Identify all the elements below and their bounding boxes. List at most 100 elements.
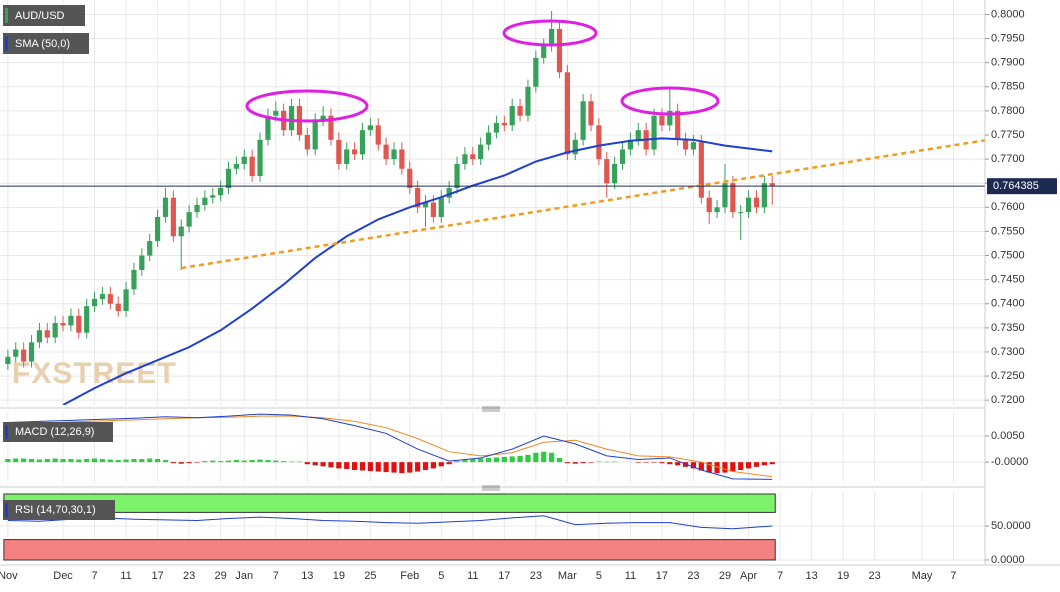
candle-body [422, 202, 429, 208]
candle-body [430, 202, 436, 217]
x-tick-label: Dec [53, 570, 73, 582]
histogram-bar [517, 455, 523, 463]
grid-layer [0, 0, 985, 561]
candle-body [155, 216, 161, 242]
candle-body [202, 197, 208, 205]
y-tick-label: 0.7900 [991, 57, 1025, 69]
candle-body [588, 101, 594, 126]
histogram-bar [139, 459, 145, 463]
x-tick-label: 17 [498, 570, 510, 582]
candle-body [746, 197, 752, 213]
histogram-bar [123, 459, 129, 463]
histogram-bar [186, 462, 192, 464]
histogram-bar [588, 462, 594, 463]
candle-body [738, 212, 744, 214]
histogram-bar [746, 462, 752, 469]
histogram-bar [509, 456, 515, 463]
histogram-bar [76, 459, 82, 463]
histogram-bar [131, 459, 137, 463]
resize-handle[interactable] [482, 485, 500, 491]
histogram-bar [52, 458, 58, 463]
x-tick-label: 19 [837, 570, 849, 582]
histogram-bar [233, 460, 239, 463]
histogram-bar [281, 461, 287, 463]
histogram-bar [643, 462, 649, 463]
legend-box[interactable] [3, 422, 113, 442]
x-tick-label: 29 [215, 570, 227, 582]
histogram-bar [202, 461, 208, 463]
histogram-bar [462, 460, 468, 463]
histogram-bar [170, 462, 176, 464]
candle-body [509, 106, 515, 126]
legend-swatch [5, 425, 8, 439]
candle-body [659, 115, 665, 126]
candle-body [761, 183, 767, 208]
x-tick-label: 5 [438, 570, 444, 582]
histogram-bar [454, 461, 460, 463]
histogram-bar [415, 462, 421, 472]
x-tick-label: Apr [740, 570, 757, 582]
histogram-bar [375, 462, 381, 472]
histogram-bar [210, 460, 216, 463]
candle-body [525, 86, 531, 116]
histogram-bar [115, 460, 121, 463]
candle-body [147, 241, 153, 256]
histogram-bar [596, 461, 602, 463]
candle-body [627, 139, 633, 150]
histogram-bar [91, 458, 98, 463]
histogram-bar [352, 462, 358, 470]
histogram-bar [304, 462, 310, 465]
candle-body [225, 168, 232, 189]
candle-body [28, 342, 35, 362]
candle-body [706, 197, 712, 213]
legend-box[interactable] [3, 33, 89, 54]
y-tick-label: 0.7450 [991, 274, 1025, 286]
histogram-bar [218, 461, 224, 463]
candle-body [415, 188, 421, 208]
histogram-bar [478, 458, 484, 463]
y-tick-label: 0.7800 [991, 105, 1025, 117]
candle-body [556, 28, 563, 73]
x-tick-label: 23 [687, 570, 699, 582]
candle-body [312, 120, 318, 150]
histogram-bar [44, 459, 50, 463]
histogram-bar [549, 452, 555, 463]
candle-body [399, 149, 405, 169]
candle-body [619, 149, 626, 164]
candle-body [288, 106, 295, 131]
overbought-zone [3, 493, 776, 513]
candle-body [698, 142, 704, 198]
candle-body [123, 289, 129, 311]
rsi-panel [7, 515, 773, 530]
y-tick-label: 0.7750 [991, 129, 1025, 141]
candle-body [714, 207, 720, 213]
histogram-bar [36, 459, 42, 463]
macd-panel [5, 413, 775, 480]
candle-body [131, 270, 137, 290]
histogram-bar [21, 458, 27, 463]
histogram-bar [155, 459, 161, 463]
y-tick-label: 0.7200 [991, 394, 1025, 406]
histogram-bar [698, 462, 704, 471]
histogram-bar [501, 456, 507, 463]
candle-body [446, 188, 452, 198]
candle-body [52, 323, 58, 338]
histogram-bar [359, 462, 366, 471]
histogram-bar [265, 460, 271, 463]
legend-box[interactable] [3, 500, 115, 520]
legend-swatch [5, 8, 8, 23]
histogram-bar [730, 462, 736, 472]
y-tick-label: 0.7250 [991, 370, 1025, 382]
candle-body [218, 188, 224, 196]
candle-body [580, 101, 586, 140]
candle-body [115, 303, 121, 311]
candle-body [407, 168, 413, 189]
x-tick-label: 19 [333, 570, 345, 582]
resize-handle[interactable] [482, 406, 500, 412]
legend-box[interactable] [3, 5, 85, 26]
candle-body [44, 330, 50, 338]
x-tick-label: 29 [719, 570, 731, 582]
pattern-annotations [245, 19, 720, 123]
candle-body [604, 159, 610, 184]
